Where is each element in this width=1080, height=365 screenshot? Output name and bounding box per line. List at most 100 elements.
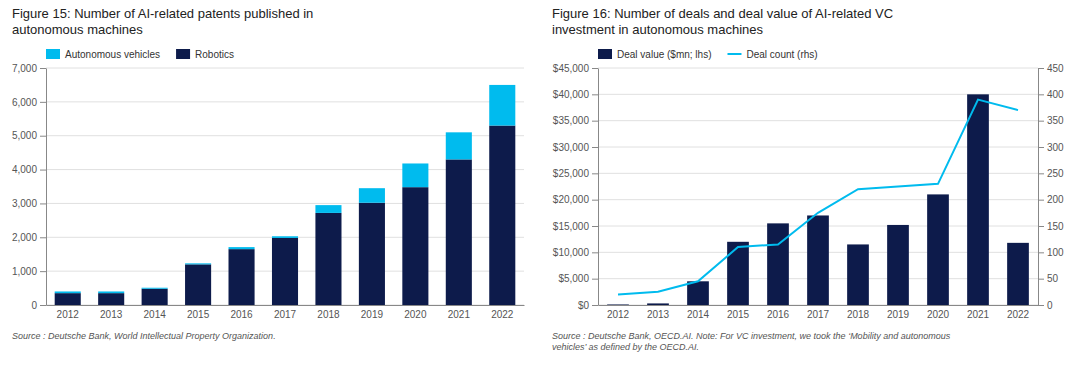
axis-line — [46, 69, 47, 306]
bar — [272, 238, 298, 305]
y-axis: 01,0002,0003,0004,0005,0006,0007,000 — [12, 63, 47, 311]
tick-mark — [1038, 200, 1044, 201]
x-axis: 2012201320142015201620172018201920202021… — [599, 306, 1039, 321]
tick-label: 100 — [1047, 247, 1064, 258]
bar-series — [607, 94, 1029, 305]
text-line: investment in autonomous machines — [552, 22, 764, 37]
tick-label: 2017 — [807, 309, 830, 320]
y-tick: 1,000 — [12, 266, 46, 277]
bar — [727, 242, 749, 305]
tick-mark — [1038, 252, 1044, 253]
x-tick: 2022 — [491, 309, 514, 320]
tick-label: $20,000 — [553, 194, 590, 205]
x-tick: 2022 — [1007, 309, 1030, 320]
tick-label: 450 — [1047, 63, 1064, 74]
plot-area — [607, 94, 1029, 305]
tick-label: 2013 — [647, 309, 670, 320]
bar — [402, 163, 428, 187]
tick-label: 2,000 — [12, 232, 37, 243]
grid-line — [598, 68, 1038, 69]
tick-label: 0 — [31, 300, 37, 311]
text-line: Source : Deutsche Bank, World Intellectu… — [12, 331, 276, 341]
tick-label: 2012 — [607, 309, 630, 320]
bar — [229, 249, 255, 305]
legend-swatch — [46, 49, 60, 59]
y-tick: 3,000 — [12, 198, 46, 209]
legend-item: Deal value ($mn; lhs) — [598, 49, 711, 60]
tick-mark — [592, 68, 598, 69]
y2-tick: 0 — [1038, 300, 1053, 311]
grid — [46, 68, 524, 305]
bar — [446, 132, 472, 159]
y-axis: $0$5,000$10,000$15,000$20,000$25,000$30,… — [553, 63, 599, 311]
y2-tick: 100 — [1038, 247, 1064, 258]
bar — [229, 247, 255, 249]
tick-label: $15,000 — [553, 221, 590, 232]
legend-label: Deal count (rhs) — [746, 49, 817, 60]
y-tick: $45,000 — [553, 63, 598, 74]
y-tick: $40,000 — [553, 89, 598, 100]
y2-tick: 200 — [1038, 194, 1064, 205]
y-tick: $10,000 — [553, 247, 598, 258]
y2-axis: 050100150200250300350400450 — [1038, 63, 1064, 311]
axis-line — [599, 305, 1039, 306]
tick-mark — [1038, 279, 1044, 280]
legend-item: Autonomous vehicles — [46, 49, 160, 60]
x-tick: 2012 — [57, 309, 80, 320]
chart-panel: Figure 15: Number of AI-related patents … — [12, 6, 525, 341]
bar — [887, 225, 909, 305]
bar — [359, 188, 385, 203]
y2-tick: 400 — [1038, 89, 1064, 100]
chart-panel: Figure 16: Number of deals and deal valu… — [552, 6, 1064, 352]
y-tick: $25,000 — [553, 168, 598, 179]
tick-mark — [592, 200, 598, 201]
tick-mark — [592, 252, 598, 253]
tick-label: 3,000 — [12, 198, 37, 209]
tick-label: $0 — [578, 300, 590, 311]
legend-swatch — [598, 49, 612, 59]
line — [618, 100, 1018, 295]
tick-mark — [40, 170, 46, 171]
tick-label: 2019 — [887, 309, 910, 320]
y2-tick: 450 — [1038, 63, 1064, 74]
tick-label: $40,000 — [553, 89, 590, 100]
y-tick: 2,000 — [12, 232, 46, 243]
x-tick: 2021 — [448, 309, 471, 320]
y2-tick: 300 — [1038, 142, 1064, 153]
x-tick: 2019 — [361, 309, 384, 320]
tick-label: 2016 — [230, 309, 253, 320]
legend-label: Robotics — [195, 49, 234, 60]
bar — [847, 244, 869, 305]
tick-mark — [1038, 226, 1044, 227]
bar — [489, 85, 515, 126]
tick-label: 400 — [1047, 89, 1064, 100]
y2-tick: 250 — [1038, 168, 1064, 179]
x-tick: 2013 — [100, 309, 123, 320]
tick-mark — [1038, 147, 1044, 148]
tick-label: 2016 — [767, 309, 790, 320]
y-tick: $0 — [578, 300, 598, 311]
tick-mark — [40, 136, 46, 137]
y-tick: $20,000 — [553, 194, 598, 205]
text-line: Figure 15: Number of AI-related patents … — [12, 6, 313, 21]
x-tick: 2016 — [230, 309, 253, 320]
legend-label: Deal value ($mn; lhs) — [617, 49, 711, 60]
chart-canvas: Figure 15: Number of AI-related patents … — [0, 0, 1080, 365]
tick-label: $10,000 — [553, 247, 590, 258]
tick-mark — [592, 305, 598, 306]
tick-label: 4,000 — [12, 164, 37, 175]
x-tick: 2017 — [274, 309, 297, 320]
tick-label: 2012 — [57, 309, 80, 320]
tick-mark — [592, 173, 598, 174]
tick-label: 2020 — [404, 309, 427, 320]
chart-title: Figure 15: Number of AI-related patents … — [12, 6, 313, 37]
x-tick: 2017 — [807, 309, 830, 320]
bar — [489, 126, 515, 305]
tick-mark — [40, 237, 46, 238]
tick-mark — [40, 305, 46, 306]
legend: Deal value ($mn; lhs) Deal count (rhs) — [598, 49, 818, 60]
text-line: autonomous machines — [12, 22, 143, 37]
bar — [1007, 243, 1029, 305]
axis-line — [47, 305, 525, 306]
bar — [359, 203, 385, 305]
